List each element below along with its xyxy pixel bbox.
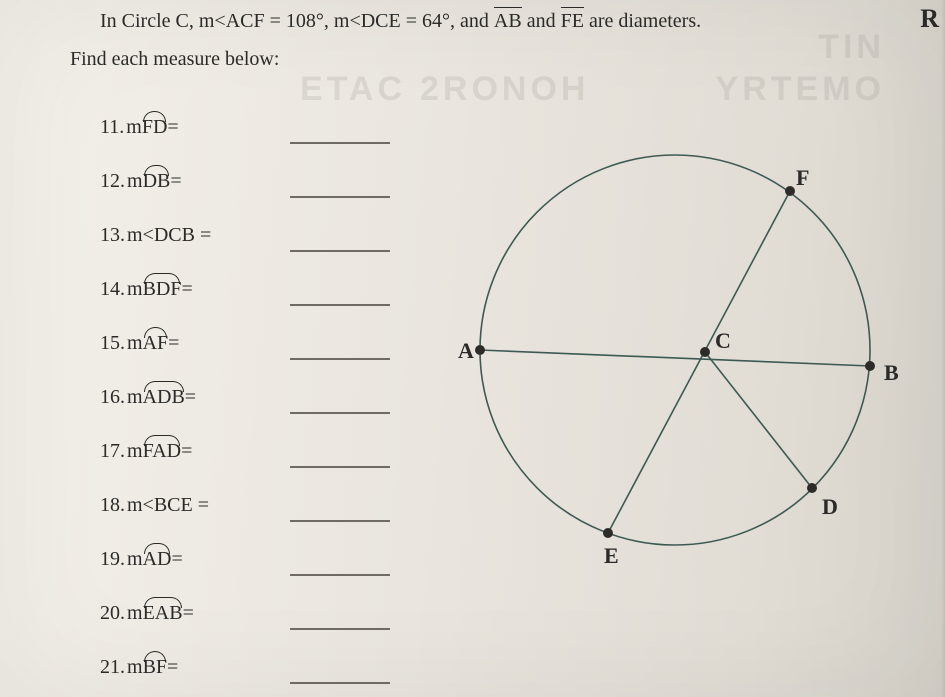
question-item: 16.mADB= bbox=[100, 370, 380, 424]
question-label: 20.mEAB= bbox=[100, 602, 194, 625]
angle-dce-value: 64° bbox=[422, 10, 450, 32]
arc-notation: FD bbox=[142, 116, 168, 139]
arc-notation: BF bbox=[143, 656, 167, 679]
arc-notation: DB bbox=[143, 170, 171, 193]
question-item: 19.mAD= bbox=[100, 532, 380, 586]
worksheet-page: { "prompt": { "line1_pre": "In Circle C,… bbox=[0, 0, 945, 697]
ghost-text: 2RONOH bbox=[420, 70, 589, 109]
question-label: 17.mFAD= bbox=[100, 440, 192, 463]
angle-acf-value: 108° bbox=[286, 10, 324, 32]
question-item: 15.mAF= bbox=[100, 316, 380, 370]
svg-text:A: A bbox=[458, 338, 474, 363]
circle-svg: A B F E D C bbox=[450, 120, 930, 600]
question-label: 19.mAD= bbox=[100, 548, 183, 571]
svg-text:F: F bbox=[796, 165, 809, 190]
question-label: 16.mADB= bbox=[100, 386, 196, 409]
text: and bbox=[522, 10, 561, 32]
ghost-text: YRTEMO bbox=[716, 70, 885, 109]
question-label: 12.mDB= bbox=[100, 170, 182, 193]
segment-ab: AB bbox=[494, 10, 522, 33]
ghost-text: TIN bbox=[818, 28, 885, 67]
circle-figure: A B F E D C bbox=[450, 120, 930, 600]
page-corner-letter: R bbox=[920, 4, 939, 34]
arc-notation: AD bbox=[143, 548, 172, 571]
arc-notation: EAB bbox=[143, 602, 183, 625]
text: , and bbox=[450, 10, 494, 32]
question-label: 15.mAF= bbox=[100, 332, 179, 355]
svg-text:E: E bbox=[604, 543, 619, 568]
answer-blank[interactable] bbox=[290, 304, 390, 306]
text: are diameters. bbox=[584, 10, 701, 32]
text: , m<DCE = bbox=[324, 10, 422, 32]
segment-fe: FE bbox=[561, 10, 584, 33]
answer-blank[interactable] bbox=[290, 520, 390, 522]
question-item: 21.mBF= bbox=[100, 640, 380, 694]
arc-notation: BDF bbox=[143, 278, 182, 301]
problem-statement: In Circle C, m<ACF = 108°, m<DCE = 64°, … bbox=[100, 10, 701, 33]
question-list: 11.mFD= 12.mDB= 13.m<DCB = 14.mBDF= 15.mAF= 1… bbox=[100, 100, 380, 694]
question-label: 14.mBDF= bbox=[100, 278, 193, 301]
answer-blank[interactable] bbox=[290, 196, 390, 198]
answer-blank[interactable] bbox=[290, 628, 390, 630]
question-item: 13.m<DCB = bbox=[100, 208, 380, 262]
question-item: 18.m<BCE = bbox=[100, 478, 380, 532]
question-item: 14.mBDF= bbox=[100, 262, 380, 316]
svg-text:B: B bbox=[884, 360, 899, 385]
question-item: 12.mDB= bbox=[100, 154, 380, 208]
question-label: 21.mBF= bbox=[100, 656, 178, 679]
svg-text:C: C bbox=[715, 328, 731, 353]
answer-blank[interactable] bbox=[290, 412, 390, 414]
question-label: 11.mFD= bbox=[100, 116, 179, 139]
question-item: 20.mEAB= bbox=[100, 586, 380, 640]
question-item: 11.mFD= bbox=[100, 100, 380, 154]
svg-text:D: D bbox=[822, 494, 838, 519]
answer-blank[interactable] bbox=[290, 250, 390, 252]
arc-notation: AF bbox=[143, 332, 169, 355]
answer-blank[interactable] bbox=[290, 358, 390, 360]
question-label: 13.m<DCB = bbox=[100, 224, 211, 247]
instruction-line: Find each measure below: bbox=[70, 48, 279, 71]
answer-blank[interactable] bbox=[290, 142, 390, 144]
arc-notation: ADB bbox=[143, 386, 185, 409]
answer-blank[interactable] bbox=[290, 682, 390, 684]
page-edge-shadow bbox=[941, 0, 945, 697]
question-item: 17.mFAD= bbox=[100, 424, 380, 478]
arc-notation: FAD bbox=[143, 440, 182, 463]
text: In Circle C, m<ACF = bbox=[100, 10, 286, 32]
answer-blank[interactable] bbox=[290, 466, 390, 468]
answer-blank[interactable] bbox=[290, 574, 390, 576]
question-label: 18.m<BCE = bbox=[100, 494, 209, 517]
